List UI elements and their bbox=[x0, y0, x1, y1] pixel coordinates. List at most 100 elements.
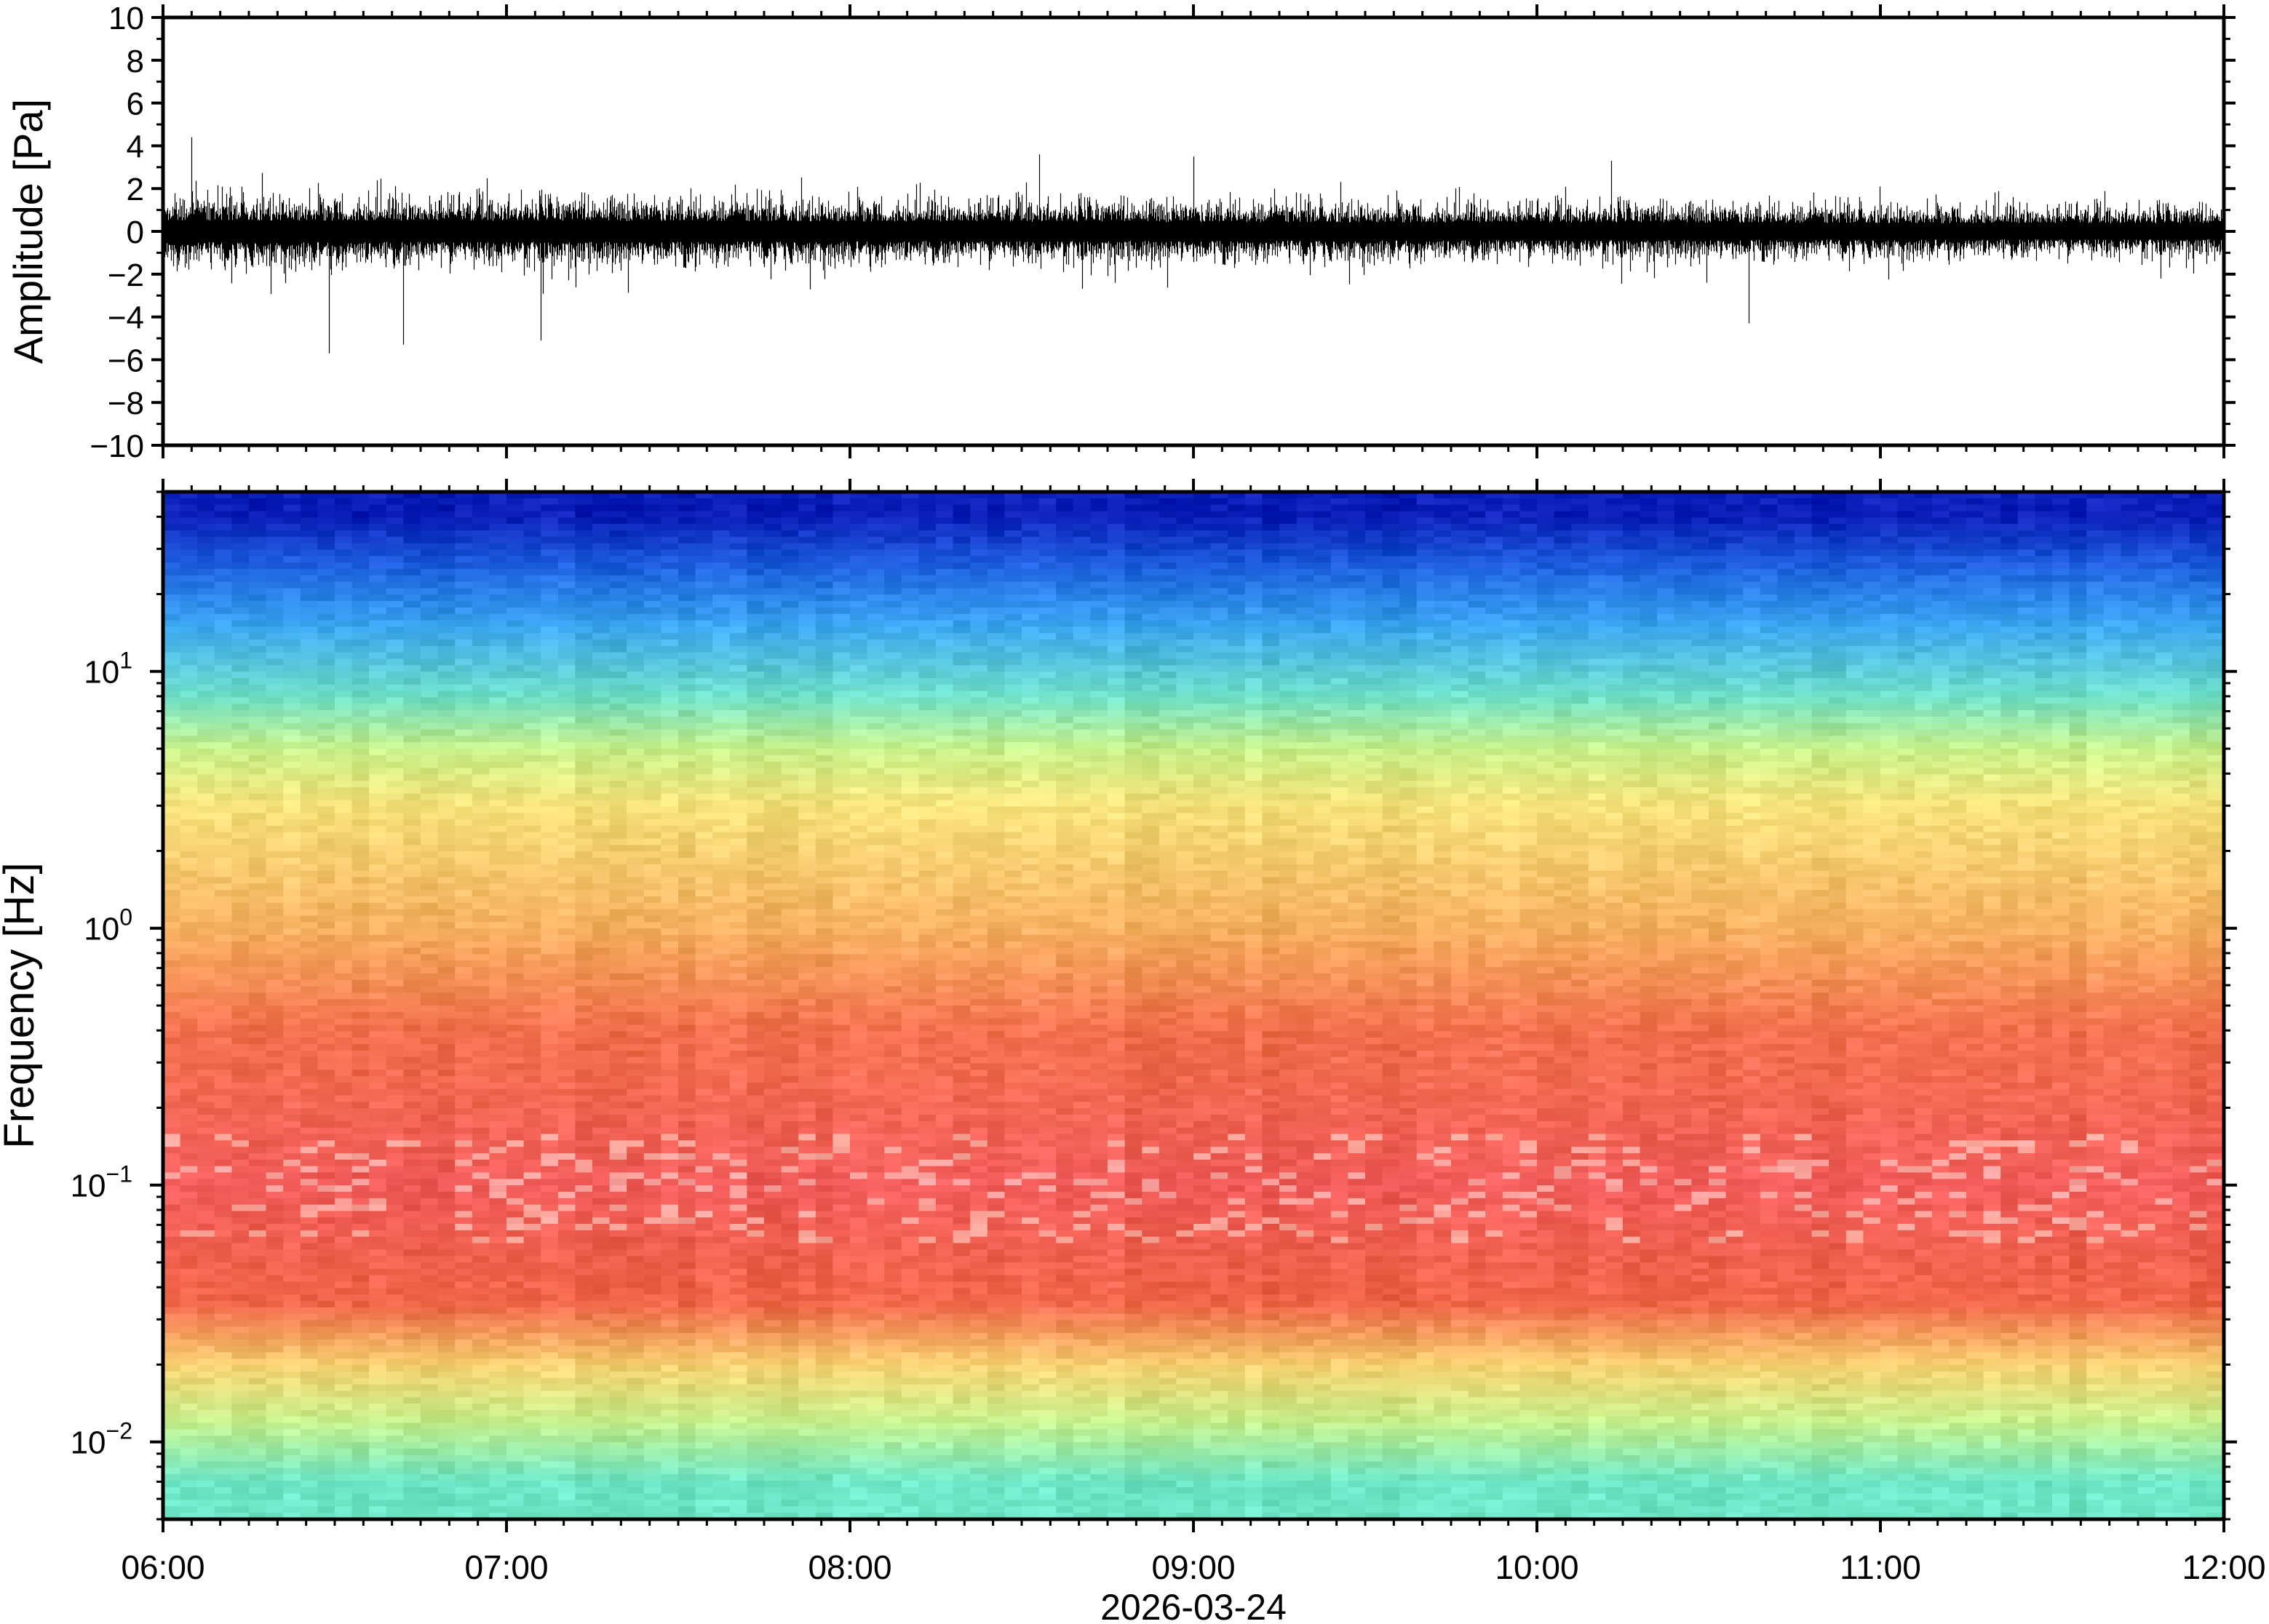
spectrogram-cell bbox=[609, 1500, 627, 1507]
spectrogram-cell bbox=[300, 999, 318, 1006]
spectrogram-cell bbox=[489, 581, 507, 589]
spectrogram-cell bbox=[351, 626, 370, 634]
spectrogram-cell bbox=[592, 1294, 611, 1302]
spectrogram-cell bbox=[163, 1249, 181, 1257]
spectrogram-cell bbox=[437, 1281, 456, 1289]
spectrogram-cell bbox=[523, 658, 541, 666]
spectrogram-cell bbox=[592, 1011, 611, 1019]
spectrogram-cell bbox=[249, 524, 267, 531]
spectrogram-cell bbox=[557, 1147, 576, 1154]
spectrogram-cell bbox=[506, 1011, 525, 1019]
spectrogram-cell bbox=[197, 1006, 215, 1013]
spectrogram-cell bbox=[489, 704, 507, 711]
spectrogram-cell bbox=[266, 1358, 284, 1366]
spectrogram-cell bbox=[163, 568, 181, 576]
spectrogram-cell bbox=[557, 716, 576, 724]
spectrogram-cell bbox=[455, 806, 473, 813]
spectrogram-cell bbox=[661, 530, 679, 538]
spectrogram-cell bbox=[455, 568, 473, 576]
spectrogram-cell bbox=[231, 652, 250, 659]
spectrogram-cell bbox=[627, 960, 645, 968]
spectrogram-cell bbox=[437, 1134, 456, 1141]
spectrogram-cell bbox=[300, 922, 318, 929]
spectrogram-cell bbox=[421, 1384, 439, 1392]
spectrogram-cell bbox=[351, 568, 370, 576]
spectrogram-cell bbox=[455, 1166, 473, 1173]
spectrogram-cell bbox=[403, 581, 421, 589]
spectrogram-cell bbox=[369, 530, 387, 538]
spectrogram-cell bbox=[506, 1300, 525, 1308]
spectrogram-cell bbox=[609, 1320, 627, 1327]
spectrogram-cell bbox=[609, 838, 627, 845]
spectrogram-cell bbox=[627, 967, 645, 974]
spectrogram-cell bbox=[541, 947, 559, 955]
spectrogram-cell bbox=[180, 1134, 198, 1141]
spectrogram-cell bbox=[609, 601, 627, 608]
spectrogram-cell bbox=[369, 1416, 387, 1424]
spectrogram-cell bbox=[369, 967, 387, 974]
spectrogram-cell bbox=[231, 736, 250, 743]
spectrogram-cell bbox=[506, 1108, 525, 1115]
spectrogram-cell bbox=[592, 1211, 611, 1218]
spectrogram-cell bbox=[283, 594, 301, 602]
spectrogram-cell bbox=[197, 806, 215, 813]
spectrogram-cell bbox=[506, 1506, 525, 1513]
spectrogram-cell bbox=[592, 736, 611, 743]
spectrogram-cell bbox=[317, 607, 335, 615]
spectrogram-cell bbox=[557, 986, 576, 993]
spectrogram-cell bbox=[523, 973, 541, 981]
spectrogram-cell bbox=[541, 568, 559, 576]
spectrogram-cell bbox=[643, 1493, 661, 1501]
spectrogram-cell bbox=[283, 1486, 301, 1494]
spectrogram-cell bbox=[300, 498, 318, 506]
spectrogram-cell bbox=[455, 1448, 473, 1456]
spectrogram-cell bbox=[249, 1481, 267, 1488]
spectrogram-cell bbox=[300, 1454, 318, 1462]
spectrogram-cell bbox=[437, 645, 456, 653]
spectrogram-cell bbox=[283, 1474, 301, 1481]
spectrogram-cell bbox=[523, 1404, 541, 1411]
spectrogram-cell bbox=[421, 1410, 439, 1417]
spectrogram-cell bbox=[506, 1204, 525, 1211]
spectrogram-cell bbox=[317, 1006, 335, 1013]
spectrogram-cell bbox=[180, 1275, 198, 1282]
spectrogram-cell bbox=[351, 832, 370, 840]
spectrogram-cell bbox=[523, 870, 541, 878]
spectrogram-cell bbox=[437, 1024, 456, 1032]
spectrogram-cell bbox=[300, 1345, 318, 1353]
spectrogram-cell bbox=[489, 1436, 507, 1443]
spectrogram-cell bbox=[437, 967, 456, 974]
spectrogram-cell bbox=[300, 909, 318, 916]
spectrogram-cell bbox=[472, 928, 490, 936]
spectrogram-cell bbox=[266, 1236, 284, 1244]
spectrogram-cell bbox=[643, 1506, 661, 1513]
spectrogram-cell bbox=[541, 1461, 559, 1468]
spectrogram-cell bbox=[421, 1172, 439, 1179]
spectrogram-cell bbox=[351, 1166, 370, 1173]
spectrogram-cell bbox=[455, 498, 473, 506]
spectrogram-cell bbox=[455, 736, 473, 743]
spectrogram-cell bbox=[643, 736, 661, 743]
spectrogram-cell bbox=[249, 1442, 267, 1449]
spectrogram-cell bbox=[300, 774, 318, 781]
spectrogram-cell bbox=[489, 672, 507, 679]
spectrogram-cell bbox=[163, 864, 181, 872]
spectrogram-cell bbox=[300, 749, 318, 756]
spectrogram-cell bbox=[643, 1404, 661, 1411]
spectrogram-cell bbox=[541, 1320, 559, 1327]
spectrogram-cell bbox=[180, 1377, 198, 1385]
spectrogram-cell bbox=[489, 1513, 507, 1519]
spectrogram-cell bbox=[575, 832, 593, 840]
spectrogram-cell bbox=[609, 736, 627, 743]
spectrogram-cell bbox=[335, 890, 353, 897]
spectrogram-cell bbox=[214, 1372, 232, 1379]
spectrogram-cell bbox=[575, 1500, 593, 1507]
spectrogram-cell bbox=[180, 1442, 198, 1449]
spectrogram-cell bbox=[300, 1217, 318, 1225]
spectrogram-cell bbox=[489, 819, 507, 827]
spectrogram-cell bbox=[180, 1416, 198, 1424]
spectrogram-cell bbox=[180, 1179, 198, 1186]
spectrogram-cell bbox=[541, 1088, 559, 1096]
spectrogram-cell bbox=[575, 549, 593, 557]
spectrogram-cell bbox=[575, 1372, 593, 1379]
